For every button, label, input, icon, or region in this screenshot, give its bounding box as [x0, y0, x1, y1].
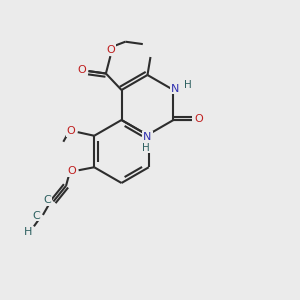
Text: C: C: [44, 195, 51, 205]
Text: H: H: [142, 142, 150, 153]
Text: H: H: [24, 227, 32, 237]
Text: O: O: [67, 167, 76, 176]
Text: O: O: [194, 114, 203, 124]
Text: O: O: [77, 65, 86, 75]
Text: O: O: [66, 126, 75, 136]
Text: O: O: [106, 45, 116, 55]
Text: H: H: [184, 80, 192, 91]
Text: N: N: [171, 83, 179, 94]
Text: N: N: [143, 131, 152, 142]
Text: C: C: [32, 211, 40, 220]
